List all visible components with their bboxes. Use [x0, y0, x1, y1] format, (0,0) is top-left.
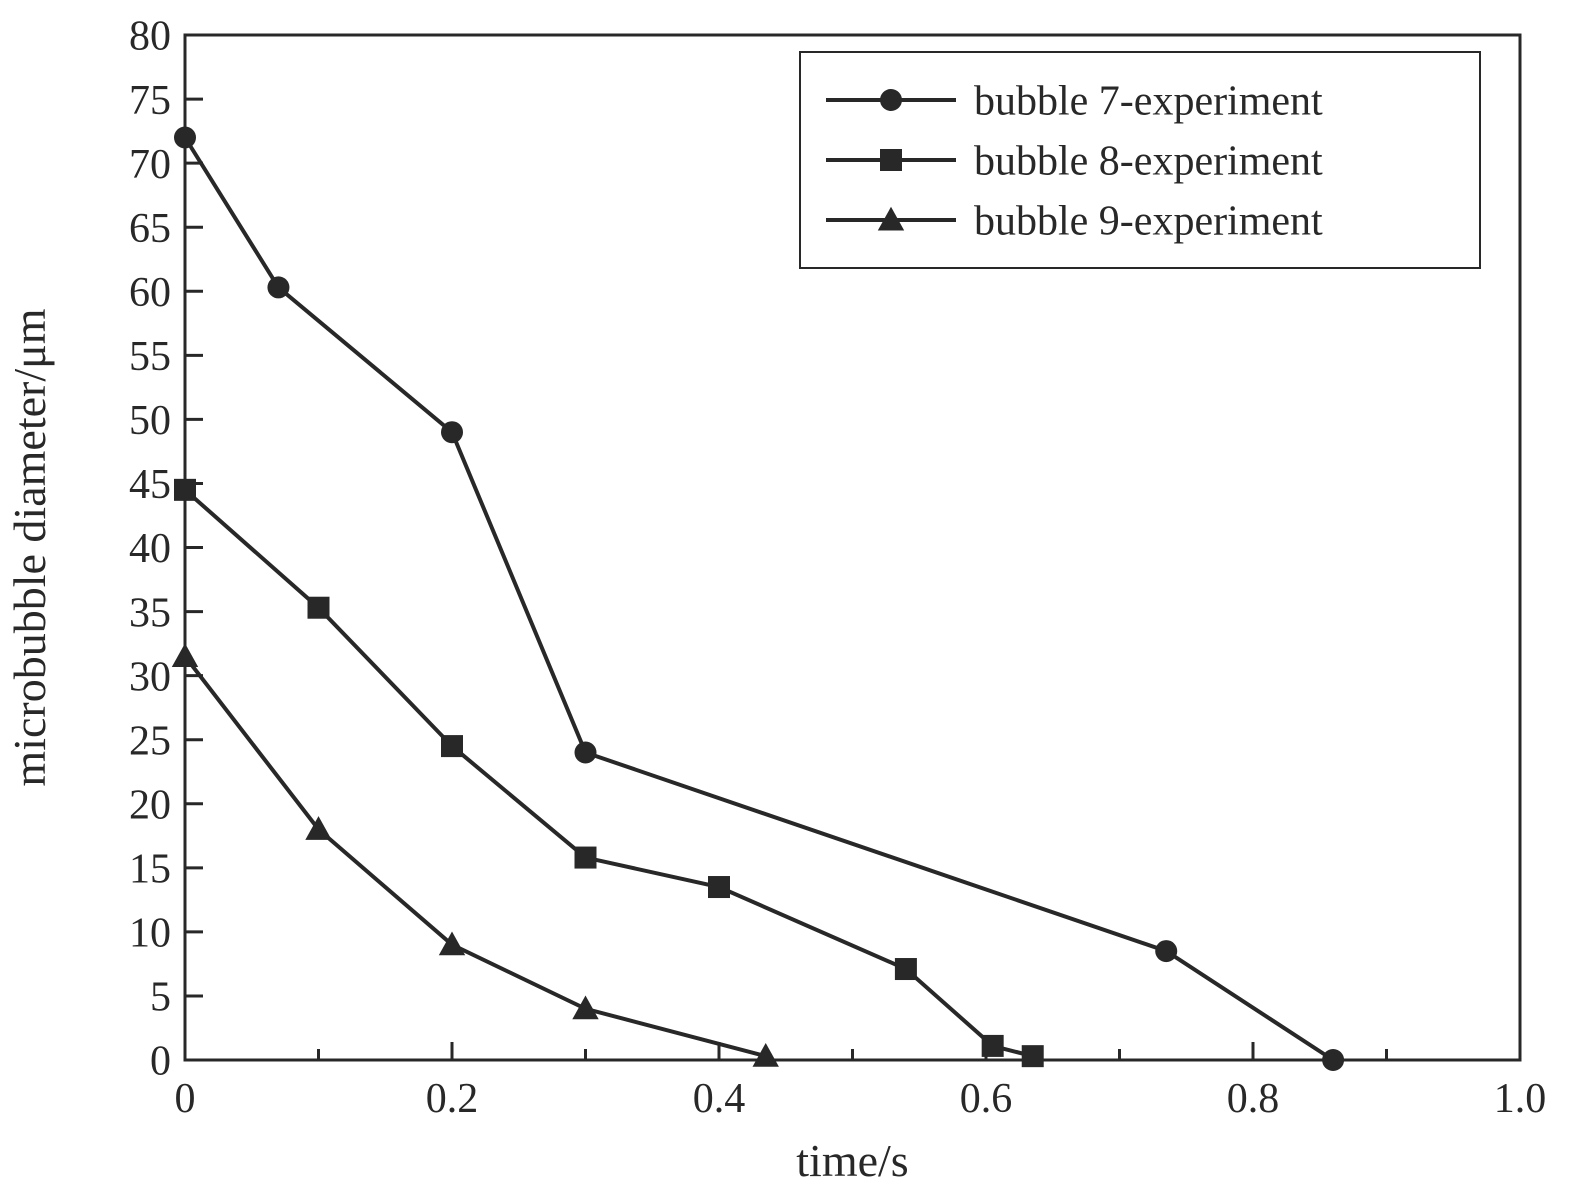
y-tick-label: 5	[150, 975, 171, 1021]
y-tick-label: 50	[129, 398, 171, 444]
marker-circle	[1155, 940, 1177, 962]
x-tick-label: 1.0	[1494, 1076, 1547, 1122]
marker-square	[441, 735, 463, 757]
x-tick-label: 0	[175, 1076, 196, 1122]
marker-square	[575, 847, 597, 869]
x-tick-label: 0.2	[426, 1076, 479, 1122]
y-tick-label: 15	[129, 847, 171, 893]
x-axis-label: time/s	[796, 1135, 908, 1186]
y-tick-label: 30	[129, 654, 171, 700]
y-tick-label: 75	[129, 78, 171, 124]
marker-square	[880, 149, 902, 171]
y-tick-label: 35	[129, 590, 171, 636]
x-tick-label: 0.8	[1227, 1076, 1280, 1122]
y-tick-label: 80	[129, 14, 171, 60]
y-tick-label: 10	[129, 911, 171, 957]
legend-label: bubble 8-experiment	[974, 139, 1323, 185]
marker-square	[1022, 1045, 1044, 1067]
y-tick-label: 55	[129, 334, 171, 380]
marker-square	[982, 1035, 1004, 1057]
y-tick-label: 70	[129, 142, 171, 188]
y-tick-label: 20	[129, 782, 171, 828]
marker-circle	[441, 421, 463, 443]
marker-circle	[880, 89, 902, 111]
marker-square	[174, 479, 196, 501]
marker-square	[308, 597, 330, 619]
y-tick-label: 0	[150, 1039, 171, 1085]
y-tick-label: 40	[129, 526, 171, 572]
x-tick-label: 0.6	[960, 1076, 1013, 1122]
marker-circle	[1322, 1049, 1344, 1071]
marker-circle	[267, 276, 289, 298]
y-tick-label: 65	[129, 206, 171, 252]
marker-square	[708, 876, 730, 898]
legend-label: bubble 7-experiment	[974, 79, 1323, 125]
marker-square	[895, 958, 917, 980]
marker-circle	[174, 127, 196, 149]
marker-circle	[575, 742, 597, 764]
y-tick-label: 45	[129, 462, 171, 508]
line-chart: 0 0.2 0.4 0.6 0.8 1.0 0 5 10 15 20 25 30 35 40 45 50 55 60…	[0, 0, 1575, 1186]
y-axis-label: microbubble diameter/μm	[4, 308, 55, 786]
y-tick-label: 25	[129, 718, 171, 764]
chart-container: 0 0.2 0.4 0.6 0.8 1.0 0 5 10 15 20 25 30 35 40 45 50 55 60…	[0, 0, 1575, 1186]
legend-label: bubble 9-experiment	[974, 199, 1323, 245]
x-tick-label: 0.4	[693, 1076, 746, 1122]
y-tick-label: 60	[129, 270, 171, 316]
chart-background	[0, 0, 1575, 1186]
